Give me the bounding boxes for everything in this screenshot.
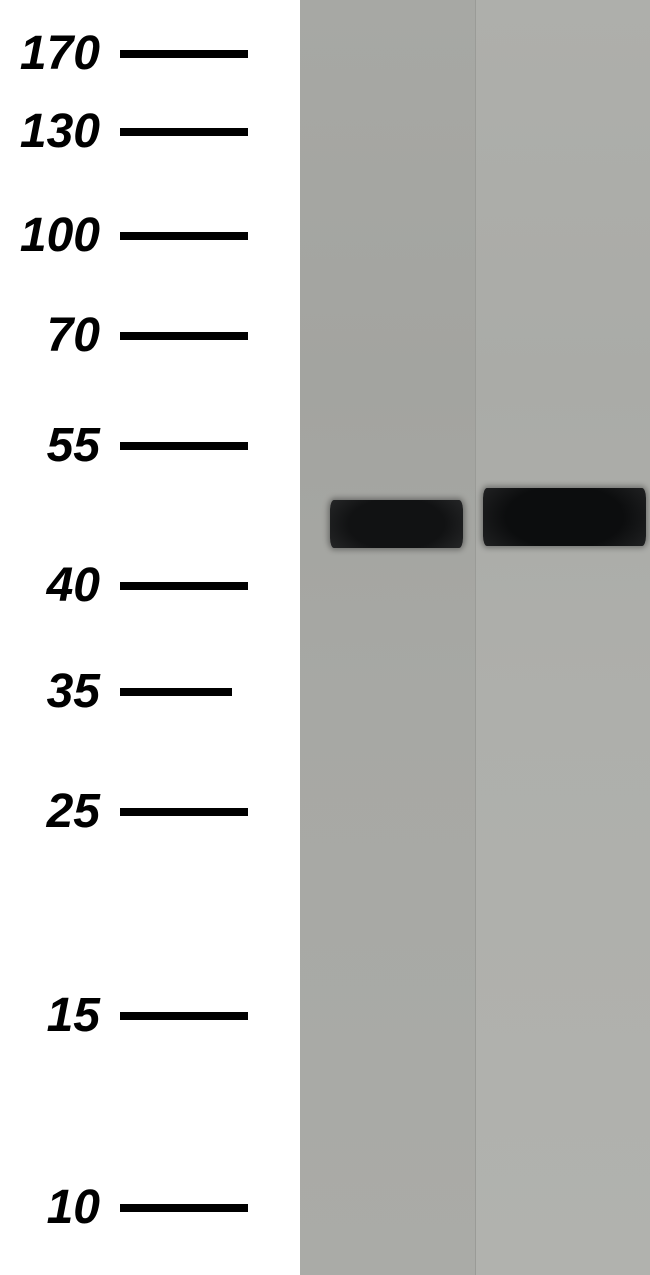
marker-tick xyxy=(120,582,248,590)
marker-label: 55 xyxy=(0,418,120,473)
marker-row: 25 xyxy=(0,784,300,839)
marker-tick xyxy=(120,688,232,696)
protein-band xyxy=(483,488,646,546)
marker-row: 35 xyxy=(0,664,300,719)
marker-row: 170 xyxy=(0,26,300,81)
marker-label: 10 xyxy=(0,1180,120,1235)
blot-lane xyxy=(300,0,475,1275)
marker-row: 130 xyxy=(0,104,300,159)
marker-tick xyxy=(120,232,248,240)
marker-row: 70 xyxy=(0,308,300,363)
marker-row: 40 xyxy=(0,558,300,613)
marker-tick xyxy=(120,808,248,816)
marker-row: 10 xyxy=(0,1180,300,1235)
marker-label: 100 xyxy=(0,208,120,263)
marker-label: 15 xyxy=(0,988,120,1043)
marker-label: 40 xyxy=(0,558,120,613)
western-blot-membrane xyxy=(300,0,650,1275)
marker-label: 170 xyxy=(0,26,120,81)
protein-band xyxy=(330,500,463,548)
marker-row: 55 xyxy=(0,418,300,473)
marker-label: 35 xyxy=(0,664,120,719)
marker-tick xyxy=(120,50,248,58)
marker-label: 25 xyxy=(0,784,120,839)
marker-row: 100 xyxy=(0,208,300,263)
marker-label: 70 xyxy=(0,308,120,363)
marker-label: 130 xyxy=(0,104,120,159)
marker-tick xyxy=(120,1012,248,1020)
marker-tick xyxy=(120,332,248,340)
marker-row: 15 xyxy=(0,988,300,1043)
blot-lane xyxy=(475,0,650,1275)
marker-tick xyxy=(120,1204,248,1212)
marker-tick xyxy=(120,442,248,450)
marker-tick xyxy=(120,128,248,136)
molecular-weight-ladder: 170 130 100 70 55 40 35 25 15 10 xyxy=(0,0,300,1275)
